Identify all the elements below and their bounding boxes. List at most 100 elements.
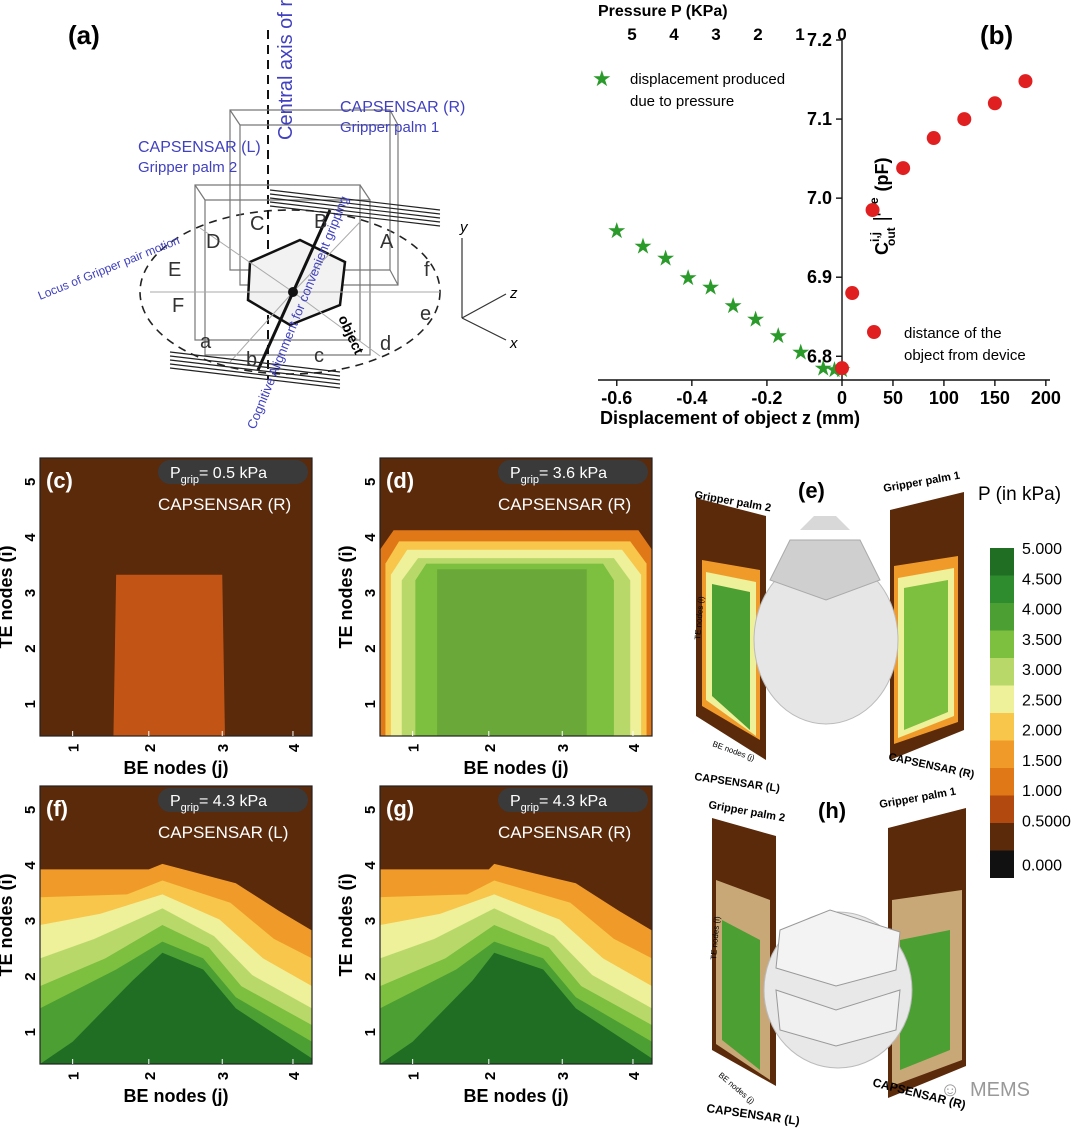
heatmap-ylabel: TE nodes (i) [336,873,356,976]
heatmap-xtick-label: 4 [286,743,303,752]
b-star-point: ★ [791,340,811,365]
colorbar-label: 5.000 [1022,541,1062,558]
letter-c: c [314,345,324,367]
b-top-tick-label: 3 [711,25,720,44]
letter-F: F [172,295,184,317]
b-ytick-label: 6.9 [807,267,832,287]
heatmap-xtick-label: 3 [215,1072,232,1080]
letter-a: a [200,331,212,353]
heatmap-xtick-label: 1 [406,744,423,752]
heatmap-contour-band [40,952,312,1064]
heatmap-contour-band [380,952,652,1064]
axis-z-label: z [509,285,518,302]
heatmap-xlabel: BE nodes (j) [463,1086,568,1106]
b-star-point: ★ [723,293,743,318]
heatmap-xtick-label: 3 [555,1072,572,1080]
b-sphere-point [1018,74,1033,89]
pgrip-badge [158,460,308,484]
heatmap-panel-label: (g) [386,796,414,821]
heatmap-sensor-label: CAPSENSAR (R) [498,495,631,514]
colorbar-swatch [990,823,1014,851]
heatmap-f: (f) Pgrip= 4.3 kPa CAPSENSAR (L) 1 2 3 4 1 2 3 4 5 B… [0,785,313,1106]
heatmap-g: (g) Pgrip= 4.3 kPa CAPSENSAR (R) 1 2 3 4 1 2 3 4 5 B… [336,785,653,1106]
colorbar-swatch [990,548,1014,576]
heatmap-xtick-label: 1 [406,1072,423,1080]
b-xtick-label: -0.2 [751,388,782,408]
heatmap-ytick-label: 1 [362,1028,379,1036]
b-star-point: ★ [768,323,788,348]
letter-C: C [250,213,264,235]
letter-E: E [168,259,181,281]
panel-h-label: (h) [818,798,846,823]
e-object-cap [800,516,850,530]
heatmap-ytick-label: 1 [22,700,39,708]
colorbar-label: 2.500 [1022,692,1062,709]
b-top-tick-label: 2 [753,25,762,44]
h-cap-l-label: CAPSENSAR (L) [706,1101,801,1128]
colorbar-swatches: 5.000 4.500 4.000 3.500 3.000 2.500 2.000 1.500… [990,541,1071,878]
heatmap-xtick-label: 4 [626,743,643,752]
ylabel-main: C [872,242,892,255]
b-sphere-point [845,286,860,301]
colorbar-swatch [990,850,1014,878]
gripper-palm-2-label: Gripper palm 2 [138,159,237,176]
heatmap-ytick-label: 5 [22,806,39,814]
heatmap-ytick-label: 5 [362,806,379,814]
heatmap-xtick-label: 2 [482,1072,499,1080]
letter-B: B [314,211,327,233]
e-palm1-label: Gripper palm 1 [882,470,961,495]
h-te-label: TE nodes (i) [709,916,722,961]
object-label: object [335,313,367,357]
heatmap-xtick-label: 4 [286,1071,303,1080]
h-left-palm-green [722,920,760,1070]
h-right-palm-green [900,930,950,1070]
panel-a-label: (a) [68,20,100,50]
heatmap-contour-band [437,569,587,736]
colorbar-label: 4.500 [1022,571,1062,588]
colorbar-title: P (in kPa) [978,484,1061,505]
xyz-axes [461,238,507,341]
b-star-point: ★ [813,355,833,380]
letter-b: b [246,349,257,371]
heatmap-ytick-label: 3 [362,917,379,925]
legend-red-line2: object from device [904,347,1026,364]
heatmap-ytick-label: 4 [22,533,39,542]
legend-sphere-icon [867,325,881,339]
heatmap-ytick-label: 4 [362,861,379,870]
e-cap-l-label: CAPSENSAR (L) [694,771,781,795]
heatmap-ytick-label: 3 [362,589,379,597]
heatmap-xtick-label: 1 [66,744,83,752]
b-sphere-point [987,96,1002,111]
heatmap-ytick-label: 2 [362,972,379,980]
heatmap-xtick-label: 1 [66,1072,83,1080]
pgrip-badge-text: Pgrip= 4.3 kPa [170,793,267,814]
heatmap-ytick-label: 5 [362,478,379,486]
heatmap-frame [379,457,653,737]
b-xtick-label: -0.4 [676,388,707,408]
letter-A: A [380,231,394,253]
pgrip-badge-text: Pgrip= 3.6 kPa [510,465,607,486]
colorbar-label: 3.500 [1022,632,1062,649]
heatmap-xtick-label: 2 [142,744,159,752]
b-star-point: ★ [633,234,653,259]
chart-b-xlabel: Displacement of object z (mm) [600,408,860,428]
legend-green-line1: displacement produced [630,71,785,88]
colorbar-label: 3.000 [1022,662,1062,679]
h-object-bottom [775,989,901,1047]
heatmap-ytick-label: 2 [22,972,39,980]
chart-b-x-ticks: -0.6 -0.4 -0.2 0 50 100 150 200 [601,380,1061,408]
colorbar-label: 0.5000 [1022,813,1071,830]
heatmap-contour-band [113,574,225,736]
colorbar-swatch [990,630,1014,658]
heatmap-d: (d) Pgrip= 3.6 kPa CAPSENSAR (R) 1 2 3 4 1 2 3 4 5 B… [336,457,653,778]
heatmap-ylabel: TE nodes (i) [0,545,16,648]
heatmap-frame [39,785,313,1065]
b-top-tick-label: 4 [669,25,679,44]
heatmap-xtick-label: 2 [142,1072,159,1080]
colorbar-swatch [990,713,1014,741]
heatmap-ytick-label: 3 [22,589,39,597]
colorbar-swatch [990,768,1014,796]
heatmap-frame [379,785,653,1065]
colorbar-swatch [990,575,1014,603]
